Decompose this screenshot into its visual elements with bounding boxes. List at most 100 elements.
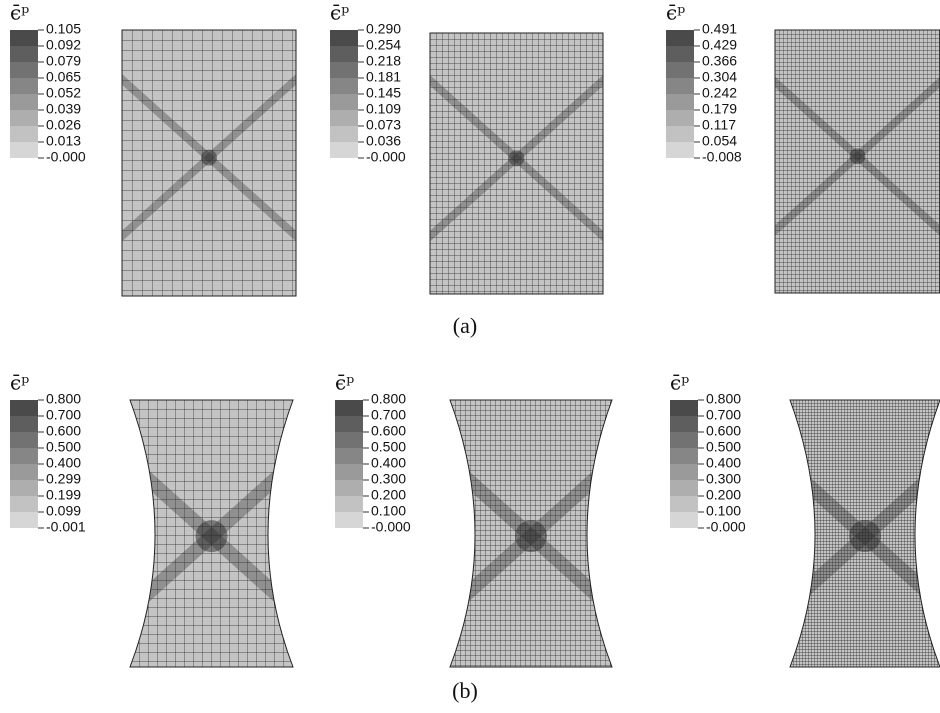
legend-swatch (330, 78, 358, 94)
legend-label: 0.181 (366, 69, 401, 85)
shear-band (122, 59, 296, 256)
legend-swatch (10, 496, 38, 512)
legend-swatch (666, 142, 694, 158)
legend-swatch (335, 480, 363, 496)
legend-label: 0.700 (706, 407, 741, 423)
legend-label: 0.600 (706, 423, 741, 439)
legend-label: 0.179 (702, 101, 737, 117)
legend-label: 0.013 (46, 133, 81, 149)
legend-swatch (666, 110, 694, 126)
legend-swatch (10, 94, 38, 110)
legend-label: 0.200 (371, 487, 406, 503)
hot-spot (508, 150, 525, 167)
legend-label: 0.700 (46, 407, 81, 423)
legend-label: 0.054 (702, 133, 737, 149)
shear-band (775, 63, 940, 250)
legend-label: 0.299 (46, 471, 81, 487)
legend-label: 0.400 (706, 455, 741, 471)
legend-label: 0.600 (371, 423, 406, 439)
legend-label: 0.079 (46, 53, 81, 69)
legend-title: ϵ̄ᵖ (335, 371, 354, 395)
legend-swatch (330, 110, 358, 126)
mesh-grid (122, 30, 296, 296)
shear-band (775, 63, 940, 250)
legend-swatch (10, 126, 38, 142)
legend-swatch (666, 94, 694, 110)
legend-label: 0.100 (371, 503, 406, 519)
legend-label: 0.199 (46, 487, 81, 503)
legend-swatch (670, 448, 698, 464)
legend-swatch (330, 142, 358, 158)
legend-label: 0.300 (371, 471, 406, 487)
hot-spot (195, 520, 228, 553)
legend-label: 0.145 (366, 85, 401, 101)
mesh-outline (129, 399, 294, 668)
legend-swatch (335, 400, 363, 416)
legend-title: ϵ̄ᵖ (670, 371, 689, 395)
legend-label: 0.065 (46, 69, 81, 85)
hot-spot (849, 520, 881, 553)
mesh (430, 33, 603, 294)
legend-swatch (330, 46, 358, 62)
legend-label: 0.300 (706, 471, 741, 487)
legend-swatch (10, 416, 38, 432)
legend-label: 0.026 (46, 117, 81, 133)
legend-swatch (666, 78, 694, 94)
legend-label: -0.000 (706, 519, 746, 535)
mesh-grid (775, 30, 940, 293)
legend-label: 0.218 (366, 53, 401, 69)
mesh-grid (450, 400, 612, 667)
legend-swatch (670, 512, 698, 528)
legend-label: 0.099 (46, 503, 81, 519)
legend-swatch (670, 480, 698, 496)
legend-label: 0.700 (371, 407, 406, 423)
legend-swatch (330, 30, 358, 46)
legend-title: ϵ̄ᵖ (666, 1, 685, 25)
mesh-outline (789, 399, 940, 668)
hot-spot (201, 149, 217, 166)
legend-label: 0.400 (371, 455, 406, 471)
legend-label: 0.200 (706, 487, 741, 503)
legend-label: 0.254 (366, 37, 401, 53)
mesh-grid (430, 33, 603, 294)
legend-swatch (330, 62, 358, 78)
legend-swatch (666, 46, 694, 62)
legend-swatch (335, 512, 363, 528)
legend-swatch (670, 464, 698, 480)
shear-band (430, 60, 603, 256)
mesh (775, 30, 940, 293)
mesh-outline (429, 32, 604, 295)
legend-title: ϵ̄ᵖ (10, 371, 29, 395)
legend-swatch (666, 62, 694, 78)
legend-swatch (670, 496, 698, 512)
legend-label: -0.008 (702, 149, 742, 165)
legend-label: 0.036 (366, 133, 401, 149)
legend-label: 0.800 (371, 391, 406, 407)
legend-label: 0.105 (46, 21, 81, 37)
hot-spot (849, 148, 866, 165)
legend-label: -0.001 (46, 519, 86, 535)
shear-band (122, 59, 296, 256)
mesh-outline (449, 399, 613, 668)
shear-band (430, 60, 603, 256)
legend-swatch (330, 126, 358, 142)
legend-label: 0.242 (702, 85, 737, 101)
legend-label: 0.052 (46, 85, 81, 101)
legend-swatch (335, 496, 363, 512)
legend-title: ϵ̄ᵖ (330, 1, 349, 25)
hot-spot (515, 520, 547, 553)
mesh-outline (121, 29, 297, 297)
legend-swatch (10, 62, 38, 78)
legend-swatch (10, 480, 38, 496)
legend-swatch (10, 30, 38, 46)
legend-label: 0.500 (706, 439, 741, 455)
legend-swatch (670, 400, 698, 416)
legend-title: ϵ̄ᵖ (10, 1, 29, 25)
legend-swatch (666, 30, 694, 46)
legend-label: 0.500 (371, 439, 406, 455)
legend-swatch (10, 512, 38, 528)
legend-swatch (666, 126, 694, 142)
legend-swatch (10, 448, 38, 464)
mesh (122, 30, 296, 296)
